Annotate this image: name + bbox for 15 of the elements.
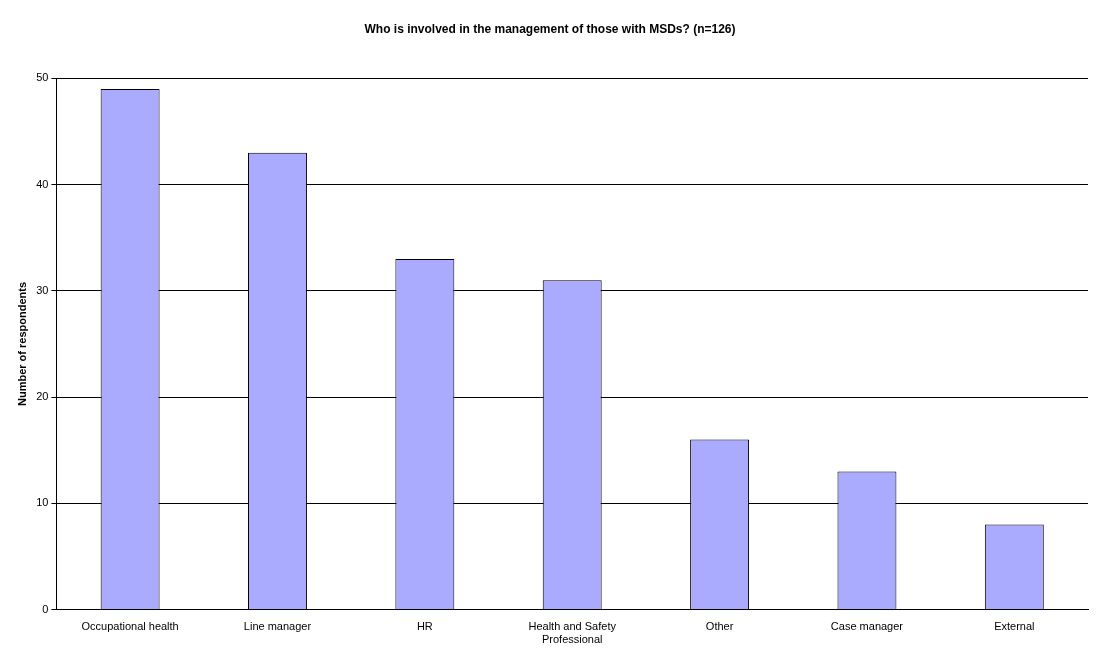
y-tick-label: 40 — [36, 177, 49, 190]
x-tick-label: Health and Safety Professional — [528, 620, 617, 646]
y-tick-label: 20 — [36, 390, 49, 403]
x-tick-label: Occupational health — [81, 620, 179, 633]
chart-title: Who is involved in the management of those with MSDs? (n=126) — [364, 21, 736, 36]
x-tick-label: Other — [705, 620, 734, 633]
x-tick-label: External — [994, 620, 1035, 633]
x-tick-label: Case manager — [830, 620, 904, 633]
x-tick-label: HR — [416, 620, 433, 633]
y-tick-label: 0 — [42, 602, 49, 615]
x-tick-label: Line manager — [243, 620, 312, 633]
y-axis-title: Number of respondents — [15, 281, 28, 407]
y-tick-label: 50 — [36, 71, 49, 84]
y-tick-label: 10 — [36, 496, 49, 509]
y-tick-label: 30 — [36, 283, 49, 296]
